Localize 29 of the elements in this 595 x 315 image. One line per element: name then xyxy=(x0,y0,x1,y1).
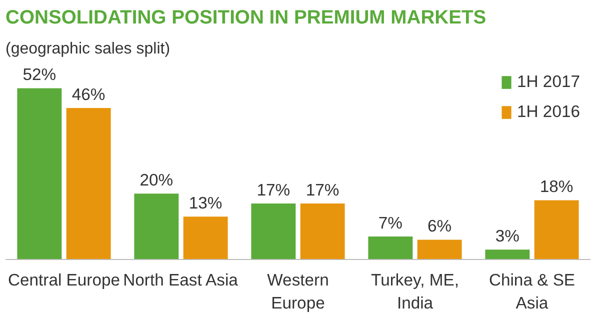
data-label: 6% xyxy=(428,216,452,236)
bar xyxy=(368,236,413,260)
bar xyxy=(183,216,228,260)
x-tick-label: Turkey, ME, India xyxy=(371,270,459,312)
x-tick-label: Western Europe xyxy=(267,270,329,312)
bar xyxy=(417,240,462,260)
data-label: 7% xyxy=(378,213,403,232)
data-label: 3% xyxy=(495,226,520,246)
data-label: 13% xyxy=(188,194,222,213)
bar xyxy=(534,200,579,260)
data-label: 52% xyxy=(22,65,56,84)
legend-label: 1H 2016 xyxy=(517,102,580,122)
chart-title: CONSOLIDATING POSITION IN PREMIUM MARKETS xyxy=(6,8,486,28)
data-label: 17% xyxy=(256,180,290,200)
data-label: 17% xyxy=(306,180,340,200)
legend-label: 1H 2017 xyxy=(517,72,580,92)
bar xyxy=(134,194,179,260)
bar xyxy=(251,203,296,260)
data-label: 18% xyxy=(540,177,574,196)
chart-subtitle: (geographic sales split) xyxy=(6,40,170,58)
data-label: 46% xyxy=(72,84,106,104)
bar xyxy=(300,203,345,260)
bar xyxy=(66,108,111,260)
x-tick-label: China & SE Asia xyxy=(488,270,576,312)
bar xyxy=(17,88,62,260)
x-tick-label: North East Asia xyxy=(123,270,239,290)
bar xyxy=(485,250,530,260)
x-tick-label: Central Europe xyxy=(8,270,120,290)
data-label: 20% xyxy=(140,170,174,190)
